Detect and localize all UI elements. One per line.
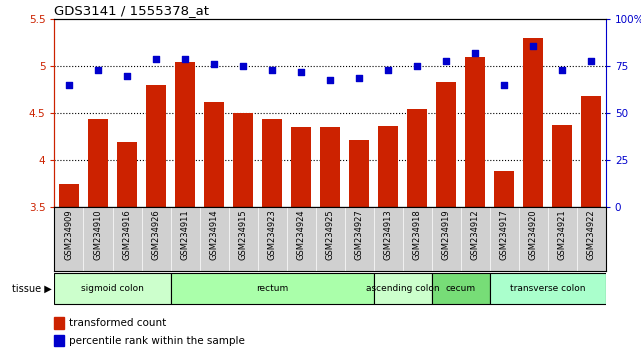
Text: tissue ▶: tissue ▶	[12, 284, 51, 293]
Text: GSM234920: GSM234920	[529, 209, 538, 259]
Point	[586, 58, 596, 64]
Point	[122, 73, 132, 79]
Point	[267, 67, 277, 73]
Bar	[494, 171, 514, 207]
Point	[499, 82, 510, 88]
Text: GSM234925: GSM234925	[326, 209, 335, 259]
Text: percentile rank within the sample: percentile rank within the sample	[69, 336, 246, 346]
Bar	[262, 119, 282, 207]
Text: GSM234916: GSM234916	[122, 209, 131, 260]
Bar	[229, 207, 258, 271]
Bar	[490, 207, 519, 271]
Point	[151, 56, 161, 62]
Bar	[142, 207, 171, 271]
Point	[325, 77, 335, 82]
Point	[528, 43, 538, 48]
Text: GSM234922: GSM234922	[587, 209, 595, 259]
Bar	[204, 102, 224, 207]
Bar	[199, 207, 229, 271]
Text: sigmoid colon: sigmoid colon	[81, 284, 144, 293]
Text: transverse colon: transverse colon	[510, 284, 585, 293]
Bar	[581, 96, 601, 207]
Text: transformed count: transformed count	[69, 318, 167, 328]
Bar	[436, 82, 456, 207]
Bar	[258, 207, 287, 271]
Bar	[407, 109, 428, 207]
Bar	[171, 207, 199, 271]
Bar	[519, 207, 547, 271]
Text: GSM234911: GSM234911	[181, 209, 190, 259]
Bar	[88, 119, 108, 207]
Bar	[54, 273, 171, 304]
Bar	[291, 127, 312, 207]
Text: GDS3141 / 1555378_at: GDS3141 / 1555378_at	[54, 4, 210, 17]
Text: GSM234909: GSM234909	[65, 209, 74, 259]
Text: GSM234913: GSM234913	[384, 209, 393, 260]
Bar	[374, 207, 403, 271]
Bar	[374, 273, 431, 304]
Bar	[287, 207, 315, 271]
Text: GSM234915: GSM234915	[238, 209, 247, 259]
Point	[209, 62, 219, 67]
Point	[180, 56, 190, 62]
Bar	[431, 207, 461, 271]
Bar	[175, 62, 196, 207]
Text: cecum: cecum	[445, 284, 476, 293]
Bar	[59, 184, 79, 207]
Bar	[345, 207, 374, 271]
Text: GSM234924: GSM234924	[297, 209, 306, 259]
Text: GSM234910: GSM234910	[94, 209, 103, 259]
Text: GSM234918: GSM234918	[413, 209, 422, 260]
Point	[238, 64, 248, 69]
Text: GSM234926: GSM234926	[151, 209, 160, 260]
Point	[557, 67, 567, 73]
Point	[412, 64, 422, 69]
Bar	[465, 57, 485, 207]
Bar	[233, 113, 253, 207]
Bar	[461, 207, 490, 271]
Bar	[113, 207, 142, 271]
Bar	[431, 273, 490, 304]
Text: GSM234917: GSM234917	[500, 209, 509, 260]
Bar	[547, 207, 577, 271]
Bar	[378, 126, 398, 207]
Bar	[54, 207, 83, 271]
Text: GSM234914: GSM234914	[210, 209, 219, 259]
Bar	[117, 142, 137, 207]
Text: rectum: rectum	[256, 284, 288, 293]
Point	[296, 69, 306, 75]
Bar	[54, 335, 64, 346]
Point	[441, 58, 451, 64]
Point	[93, 67, 103, 73]
Bar	[403, 207, 431, 271]
Bar	[349, 139, 369, 207]
Point	[383, 67, 394, 73]
Bar	[523, 38, 544, 207]
Bar	[577, 207, 606, 271]
Bar	[315, 207, 345, 271]
Point	[354, 75, 364, 80]
Point	[64, 82, 74, 88]
Bar	[83, 207, 113, 271]
Bar	[490, 273, 606, 304]
Bar	[320, 127, 340, 207]
Bar	[171, 273, 374, 304]
Text: GSM234912: GSM234912	[470, 209, 479, 259]
Bar	[54, 317, 64, 329]
Text: GSM234919: GSM234919	[442, 209, 451, 259]
Text: GSM234923: GSM234923	[267, 209, 276, 260]
Text: GSM234927: GSM234927	[354, 209, 363, 260]
Point	[470, 50, 480, 56]
Bar	[552, 125, 572, 207]
Text: GSM234921: GSM234921	[558, 209, 567, 259]
Bar	[146, 85, 166, 207]
Text: ascending colon: ascending colon	[366, 284, 440, 293]
